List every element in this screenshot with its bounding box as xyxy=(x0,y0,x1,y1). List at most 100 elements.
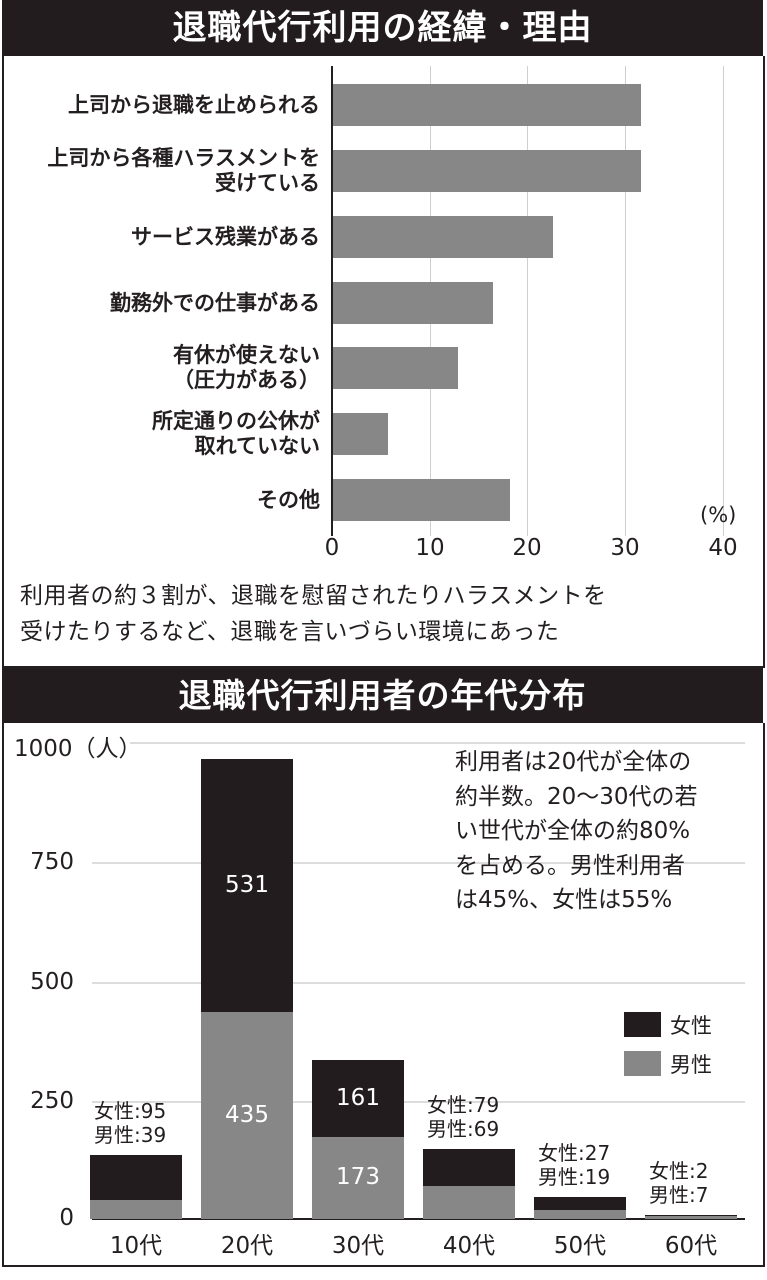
x-category-label: 50代 xyxy=(553,1233,607,1259)
top-chart-frame xyxy=(2,56,765,668)
segment-male: 435 xyxy=(201,1012,293,1219)
y-tick-250: 250 xyxy=(30,1088,74,1114)
x-category-label: 30代 xyxy=(331,1233,385,1259)
hbar xyxy=(333,347,458,389)
stacked-column xyxy=(423,1149,515,1219)
gridline-750 xyxy=(92,862,745,864)
value-annotation: 女性:95 男性:39 xyxy=(94,1099,166,1147)
category-label-line: 勤務外での仕事がある xyxy=(110,290,320,315)
annotation-male: 男性:7 xyxy=(649,1183,709,1207)
top-chart-note: 利用者の約３割が、退職を慰留されたりハラスメントを 受けたりするなど、退職を言い… xyxy=(20,578,607,650)
category-label: サービス残業がある xyxy=(131,225,320,250)
segment-male xyxy=(423,1186,515,1219)
note-line-2: 受けたりするなど、退職を言いづらい環境にあった xyxy=(20,619,560,645)
segment-male xyxy=(534,1210,626,1219)
x-category-label: 40代 xyxy=(442,1233,496,1259)
category-label: 上司から各種ハラスメントを 受けている xyxy=(47,146,320,196)
stacked-column: 161 173 xyxy=(312,1060,404,1219)
description-line: い世代が全体の約80% xyxy=(455,818,691,844)
value-label-male: 173 xyxy=(336,1164,380,1190)
hbar xyxy=(333,84,641,126)
value-label-male: 435 xyxy=(225,1101,269,1128)
stacked-column xyxy=(90,1155,182,1219)
segment-male xyxy=(645,1216,737,1219)
category-label-line: 上司から退職を止められる xyxy=(68,92,320,117)
annotation-male: 男性:19 xyxy=(538,1165,611,1189)
category-label: 勤務外での仕事がある xyxy=(110,291,320,316)
note-line-1: 利用者の約３割が、退職を慰留されたりハラスメントを xyxy=(20,583,607,609)
description-line: を占める。男性利用者 xyxy=(455,852,685,879)
value-annotation: 女性:27 男性:19 xyxy=(538,1141,610,1189)
x-tick: 30 xyxy=(610,535,640,561)
y-tick-0: 0 xyxy=(59,1205,74,1231)
category-label-line: サービス残業がある xyxy=(131,224,320,249)
segment-male: 173 xyxy=(312,1137,404,1219)
hbar xyxy=(333,413,388,455)
category-label-line: 取れていない xyxy=(194,434,320,458)
gridline-40 xyxy=(723,66,724,536)
value-label-female: 161 xyxy=(336,1084,380,1111)
gridline-1000 xyxy=(130,742,745,744)
stacked-column xyxy=(534,1197,626,1219)
gridline-250 xyxy=(92,1101,745,1103)
y-tick-1000: 1000（人） xyxy=(14,736,142,762)
hbar xyxy=(333,282,493,324)
legend-label-male: 男性 xyxy=(670,1053,712,1077)
segment-male xyxy=(90,1200,182,1219)
bottom-chart-description: 利用者は20代が全体の 約半数。20〜30代の若 い世代が全体の約80% を占め… xyxy=(455,745,755,918)
category-label-line: 受けている xyxy=(215,171,320,195)
value-annotation: 女性:2 男性:7 xyxy=(649,1159,708,1207)
x-tick: 0 xyxy=(324,535,340,561)
annotation-female: 女性:79 xyxy=(427,1093,500,1117)
segment-female: 531 xyxy=(201,759,293,1012)
x-tick: 20 xyxy=(512,535,542,561)
description-line: は45%、女性は55% xyxy=(455,887,673,913)
annotation-male: 男性:69 xyxy=(427,1117,500,1141)
segment-female xyxy=(645,1215,737,1216)
category-label-line: 有休が使えない xyxy=(173,343,320,367)
stacked-column xyxy=(645,1215,737,1219)
category-label: 所定通りの公休が 取れていない xyxy=(152,409,320,459)
top-chart-title: 退職代行利用の経緯・理由 xyxy=(2,0,763,56)
annotation-female: 女性:2 xyxy=(649,1159,709,1183)
legend-swatch-female xyxy=(624,1012,661,1037)
annotation-female: 女性:27 xyxy=(538,1141,611,1165)
x-unit-label: (%) xyxy=(700,503,737,527)
y-axis-line xyxy=(331,66,333,536)
category-label-line: その他 xyxy=(257,487,320,512)
segment-female xyxy=(423,1149,515,1186)
gridline-500 xyxy=(92,982,745,984)
legend-label-female: 女性 xyxy=(670,1014,712,1038)
segment-female: 161 xyxy=(312,1060,404,1137)
x-tick: 10 xyxy=(415,535,445,561)
annotation-female: 女性:95 xyxy=(94,1099,167,1123)
y-tick-500: 500 xyxy=(30,969,74,995)
segment-female xyxy=(534,1197,626,1210)
x-category-label: 20代 xyxy=(220,1233,274,1259)
category-label: 上司から退職を止められる xyxy=(68,93,320,118)
category-label-line: （圧力がある） xyxy=(173,368,320,392)
bottom-chart-title: 退職代行利用者の年代分布 xyxy=(2,668,763,723)
category-label: その他 xyxy=(257,488,320,513)
x-category-label: 60代 xyxy=(664,1233,718,1259)
segment-female xyxy=(90,1155,182,1200)
gridline-30 xyxy=(625,66,626,536)
annotation-male: 男性:39 xyxy=(94,1123,167,1147)
x-tick: 40 xyxy=(708,535,738,561)
category-label-line: 上司から各種ハラスメントを xyxy=(47,146,320,170)
hbar xyxy=(333,479,510,521)
description-line: 利用者は20代が全体の xyxy=(455,749,692,775)
stacked-column: 531 435 xyxy=(201,759,293,1219)
x-category-label: 10代 xyxy=(109,1233,163,1259)
hbar xyxy=(333,216,553,258)
legend-swatch-male xyxy=(624,1051,661,1076)
description-line: 約半数。20〜30代の若 xyxy=(455,783,698,810)
x-axis-line xyxy=(92,1218,745,1220)
hbar xyxy=(333,150,641,192)
category-label-line: 所定通りの公休が xyxy=(152,409,320,433)
bottom-chart-frame xyxy=(2,723,765,1267)
gridline-20 xyxy=(527,66,528,536)
value-annotation: 女性:79 男性:69 xyxy=(427,1093,499,1141)
category-label: 有休が使えない （圧力がある） xyxy=(173,343,320,393)
y-tick-750: 750 xyxy=(30,849,74,875)
